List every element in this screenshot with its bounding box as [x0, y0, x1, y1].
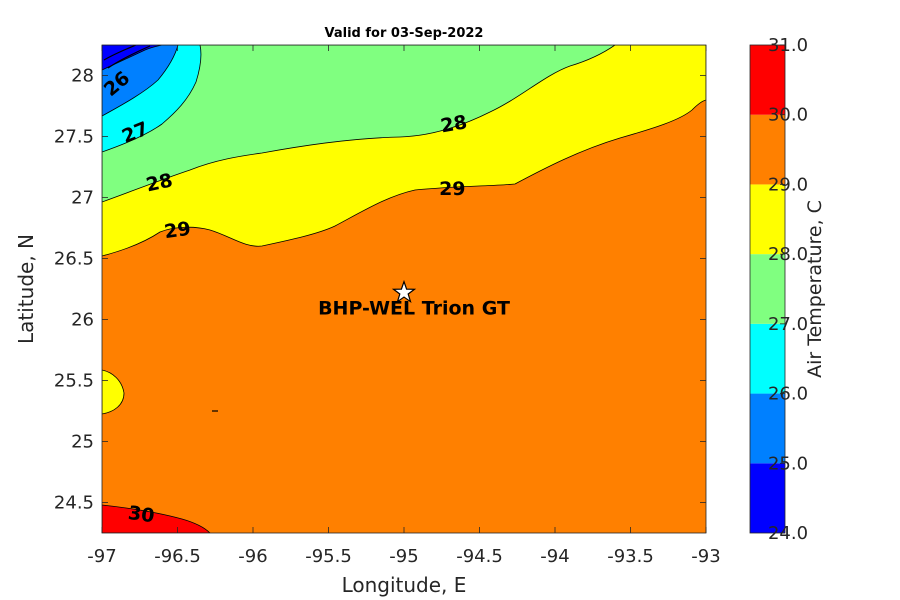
contour-label: 28	[439, 111, 469, 137]
colorbar-tick-label: 31.0	[768, 35, 808, 56]
colorbar-segment	[750, 254, 785, 324]
region-west-warm-pocket	[102, 369, 125, 415]
colorbar-tick-label: 28.0	[768, 244, 808, 265]
colorbar-label: Air Temperature, C	[804, 200, 826, 378]
y-tick-label: 25.5	[54, 371, 94, 392]
contour-label: 29	[163, 218, 192, 243]
colorbar-segment	[750, 45, 785, 115]
y-tick-label: 26	[71, 310, 94, 331]
y-tick-label: 28	[71, 66, 94, 87]
y-tick-label: 25	[71, 432, 94, 453]
colorbar-tick-label: 27.0	[768, 314, 808, 335]
colorbar-tick-label: 29.0	[768, 174, 808, 195]
x-tick-label: -93.5	[607, 546, 654, 567]
y-tick-label: 24.5	[54, 493, 94, 514]
x-tick-label: -96	[238, 546, 267, 567]
colorbar-segment	[750, 184, 785, 255]
x-tick-label: -93	[691, 546, 720, 567]
x-tick-label: -96.5	[154, 546, 201, 567]
x-tick-label: -97	[87, 546, 116, 567]
y-tick-label: 26.5	[54, 249, 94, 270]
colorbar-segment	[750, 463, 785, 533]
region-27-28	[102, 45, 616, 203]
y-axis-ticks: 24.5 25 25.5 26 26.5 27 27.5 28	[54, 66, 706, 514]
colorbar-segment	[750, 393, 785, 464]
x-tick-label: -95.5	[305, 546, 352, 567]
region-30-31	[102, 504, 211, 533]
x-axis-ticks: -97 -96.5 -96 -95.5 -95 -94.5 -94 -93.5 -93	[87, 45, 721, 567]
colorbar-tick-label: 25.0	[768, 453, 808, 474]
site-label: BHP-WEL Trion GT	[318, 298, 510, 320]
contour-fill-layer	[102, 45, 706, 533]
colorbar-segment	[750, 323, 785, 394]
contour-label: 28	[144, 169, 174, 196]
x-axis-label: Longitude, E	[342, 573, 467, 597]
y-axis-label: Latitude, N	[14, 234, 38, 344]
contour-label: 30	[127, 502, 156, 527]
colorbar-tick-label: 30.0	[768, 105, 808, 126]
contour-label: 29	[439, 178, 465, 200]
contour-line-nw-1	[107, 45, 151, 69]
colorbar-tick-label: 26.0	[768, 384, 808, 405]
colorbar-frame	[749, 44, 786, 534]
contour-line-nw-2	[103, 45, 137, 61]
x-tick-label: -95	[389, 546, 418, 567]
y-tick-label: 27.5	[54, 127, 94, 148]
colorbar-tick-label: 24.0	[768, 523, 808, 544]
x-tick-label: -94	[540, 546, 569, 567]
chart-title: Valid for 03-Sep-2022	[325, 26, 484, 41]
y-tick-label: 27	[71, 188, 94, 209]
star-icon	[391, 279, 417, 304]
colorbar-segment	[750, 114, 785, 185]
colorbar: 24.0 25.0 26.0 27.0 28.0 29.0 30.0 31.0	[749, 35, 808, 544]
site-marker: BHP-WEL Trion GT	[318, 279, 510, 320]
region-25-26	[102, 45, 179, 117]
x-tick-label: -94.5	[456, 546, 503, 567]
